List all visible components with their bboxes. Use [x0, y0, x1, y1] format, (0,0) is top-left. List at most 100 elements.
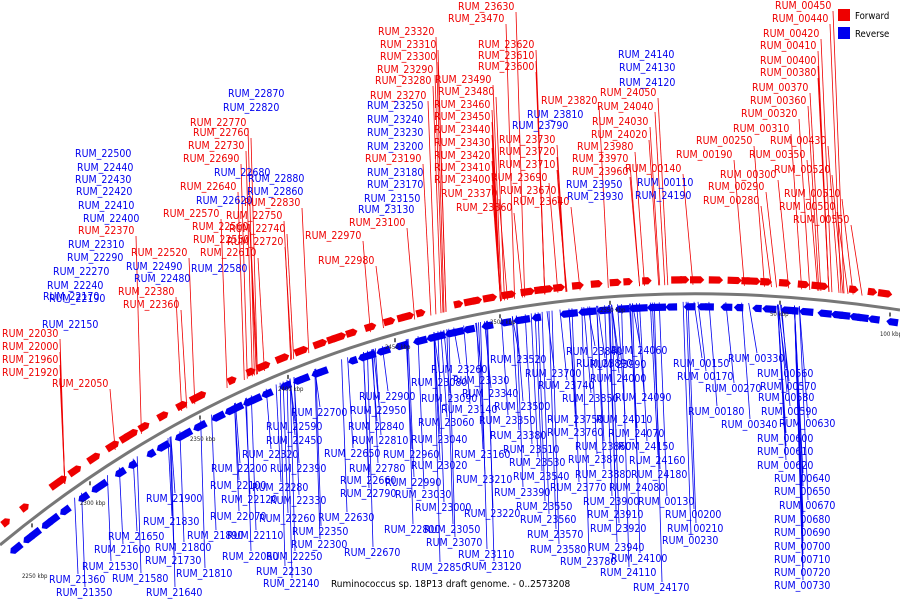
reverse-gene-label: RUM_23230: [367, 127, 423, 139]
forward-connector-line: [657, 97, 669, 286]
reverse-gene-label: RUM_22630: [318, 512, 374, 524]
forward-connector-line: [629, 163, 640, 287]
reverse-connector-line: [341, 359, 348, 513]
forward-gene-label: RUM_00420: [763, 28, 819, 40]
forward-connector-line: [286, 233, 295, 359]
reverse-gene-label: RUM_24120: [619, 77, 675, 89]
reverse-connector-line: [200, 420, 206, 569]
reverse-connector-line: [604, 305, 613, 497]
reverse-gene-label: RUM_23900: [583, 496, 639, 508]
reverse-connector-line: [541, 311, 550, 515]
forward-connector-line: [649, 126, 661, 286]
reverse-gene-arrow: [733, 303, 744, 312]
forward-gene-label: RUM_23730: [499, 134, 555, 146]
reverse-connector-line: [275, 384, 282, 483]
reverse-gene-label: RUM_22320: [242, 449, 298, 461]
forward-gene-label: RUM_22520: [131, 247, 187, 259]
forward-gene-label: RUM_22720: [227, 236, 283, 248]
forward-connector-line: [257, 257, 265, 372]
forward-connector-line: [237, 191, 245, 381]
reverse-gene-arrow: [499, 317, 513, 327]
legend-forward-label: Forward: [855, 11, 889, 22]
forward-gene-label: RUM_22030: [2, 328, 58, 340]
reverse-gene-label: RUM_22900: [359, 391, 415, 403]
reverse-gene-label: RUM_23040: [411, 434, 467, 446]
forward-gene-label: RUM_23430: [434, 137, 490, 149]
reverse-gene-label: RUM_23050: [424, 524, 480, 536]
reverse-gene-label: RUM_00150: [673, 358, 729, 370]
forward-gene-label: RUM_24050: [600, 87, 656, 99]
reverse-connector-line: [537, 312, 546, 502]
forward-gene-arrow: [175, 400, 188, 412]
reverse-gene-label: RUM_21360: [49, 574, 105, 586]
forward-connector-line: [850, 224, 863, 296]
reverse-connector-line: [74, 497, 79, 575]
reverse-connector-line: [315, 368, 322, 527]
forward-connector-line: [806, 159, 819, 291]
forward-connector-line: [682, 173, 694, 285]
forward-gene-arrow: [778, 278, 791, 287]
reverse-gene-label: RUM_00670: [779, 500, 835, 512]
legend: Forward Reverse: [838, 9, 889, 40]
forward-gene-arrow: [760, 277, 773, 286]
reverse-connector-line: [597, 305, 606, 359]
reverse-gene-label: RUM_23170: [367, 179, 423, 191]
forward-connector-line: [492, 84, 502, 301]
reverse-gene-arrow: [449, 327, 465, 337]
forward-connector-line: [175, 296, 183, 412]
reverse-connector-line: [559, 309, 568, 381]
reverse-gene-arrow: [518, 315, 531, 324]
reverse-gene-label: RUM_00710: [774, 554, 830, 566]
reverse-gene-label: RUM_22480: [134, 273, 190, 285]
forward-gene-arrow: [472, 296, 483, 305]
reverse-gene-label: RUM_22430: [75, 174, 131, 186]
reverse-gene-arrow: [261, 388, 274, 399]
reverse-connector-line: [286, 379, 293, 579]
forward-connector-line: [180, 309, 188, 409]
reverse-gene-label: RUM_22810: [352, 435, 408, 447]
kbp-tick-label: 2300 kbp: [80, 500, 106, 507]
forward-gene-label: RUM_22760: [193, 127, 249, 139]
reverse-connector-line: [372, 349, 379, 464]
reverse-gene-arrow: [481, 321, 494, 330]
reverse-gene-arrow: [596, 306, 612, 315]
reverse-connector-line: [478, 322, 486, 475]
reverse-connector-line: [611, 304, 620, 374]
reverse-gene-label: RUM_23780: [560, 556, 616, 568]
reverse-gene-label: RUM_23540: [513, 471, 569, 483]
forward-connector-line: [498, 198, 508, 300]
forward-gene-arrow: [623, 277, 633, 286]
forward-gene-label: RUM_00290: [708, 181, 764, 193]
reverse-connector-line: [279, 382, 286, 567]
forward-gene-label: RUM_23820: [541, 95, 597, 107]
reverse-gene-arrow: [665, 303, 678, 311]
kbp-tick-label: 2400 kbp: [278, 386, 304, 393]
reverse-gene-arrow: [854, 313, 869, 323]
reverse-gene-arrow: [156, 440, 171, 452]
reverse-connector-line: [781, 304, 791, 407]
reverse-connector-line: [433, 332, 441, 435]
forward-gene-label: RUM_23300: [380, 51, 436, 63]
forward-gene-label: RUM_24020: [591, 129, 647, 141]
reverse-gene-label: RUM_23220: [464, 508, 520, 520]
reverse-connector-line: [437, 331, 445, 503]
forward-connector-line: [809, 92, 822, 292]
reverse-connector-line: [571, 308, 580, 483]
reverse-gene-label: RUM_21580: [112, 573, 168, 585]
forward-gene-label: RUM_23690: [491, 172, 547, 184]
gene-arrows: [0, 276, 899, 554]
reverse-connector-line: [136, 456, 142, 574]
reverse-gene-label: RUM_22280: [252, 482, 308, 494]
forward-gene-arrow: [797, 280, 810, 289]
reverse-connector-line: [687, 301, 697, 524]
reverse-gene-label: RUM_23090: [421, 393, 477, 405]
reverse-gene-arrow: [146, 448, 157, 458]
reverse-gene-label: RUM_24080: [609, 482, 665, 494]
reverse-gene-label: RUM_22960: [383, 449, 439, 461]
reverse-gene-label: RUM_22130: [256, 566, 312, 578]
reverse-connector-line: [107, 475, 112, 562]
reverse-gene-label: RUM_00600: [757, 433, 813, 445]
forward-gene-label: RUM_22750: [226, 210, 282, 222]
forward-gene-label: RUM_22970: [305, 230, 361, 242]
reverse-gene-arrow: [651, 303, 667, 312]
